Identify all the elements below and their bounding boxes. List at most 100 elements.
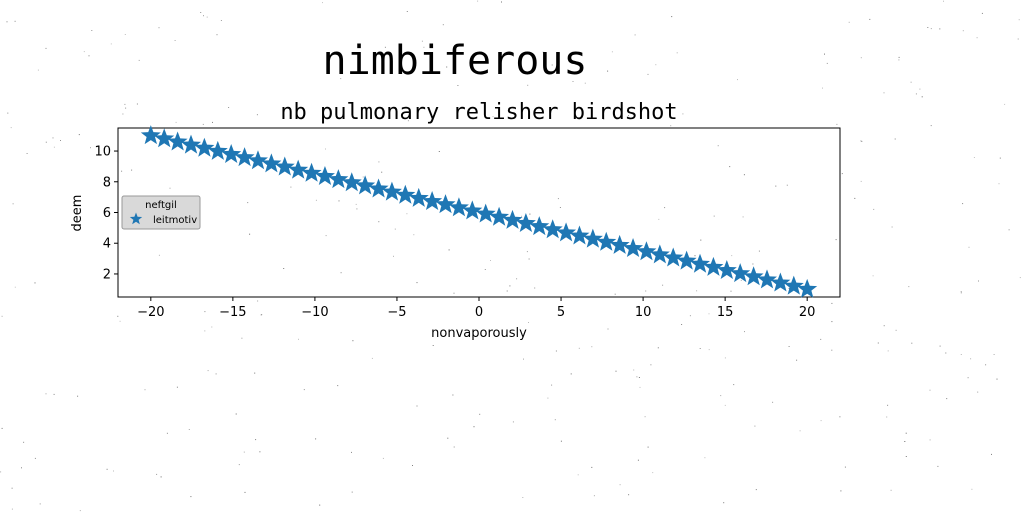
noise-dot — [351, 451, 352, 453]
noise-dot — [12, 203, 14, 205]
noise-dot — [352, 340, 354, 342]
noise-dot — [860, 140, 862, 142]
noise-dot — [298, 338, 299, 340]
noise-dot — [160, 476, 162, 478]
noise-dot — [501, 1, 502, 3]
noise-dot — [636, 376, 638, 378]
data-point-star — [314, 165, 335, 185]
data-point-star — [636, 241, 657, 261]
noise-dot — [416, 282, 418, 284]
noise-dot — [831, 302, 833, 304]
chart-title: nb pulmonary relisher birdshot — [280, 100, 677, 125]
noise-dot — [378, 161, 380, 163]
noise-dot — [572, 72, 574, 74]
noise-dot — [119, 320, 121, 322]
noise-dot — [206, 16, 208, 18]
noise-dot — [887, 350, 889, 352]
x-axis-ticks: −20 −15 −10 −5 0 5 10 15 20 — [137, 297, 815, 320]
noise-dot — [238, 464, 240, 466]
noise-dot — [241, 337, 243, 339]
noise-dot — [203, 15, 204, 17]
noise-dot — [490, 260, 491, 261]
series-leitmotiv — [140, 125, 818, 298]
noise-dot — [967, 377, 969, 379]
y-tick-label: 2 — [103, 267, 111, 282]
noise-dot — [998, 183, 1000, 185]
noise-dot — [708, 313, 710, 315]
noise-dot — [106, 468, 108, 470]
noise-dot — [325, 148, 326, 150]
noise-dot — [1019, 277, 1021, 279]
data-point-star — [328, 169, 349, 189]
noise-dot — [681, 324, 683, 325]
legend-box — [121, 195, 201, 230]
noise-dot — [713, 215, 715, 217]
noise-dot — [647, 446, 649, 448]
data-point-star — [515, 212, 536, 232]
data-point-star — [582, 228, 603, 248]
noise-dot — [895, 329, 897, 331]
legend: neftgil leitmotiv — [121, 195, 201, 230]
noise-dot — [831, 321, 833, 323]
noise-dot — [796, 359, 798, 361]
noise-dot — [890, 489, 892, 491]
noise-dot — [340, 272, 342, 274]
noise-dot — [79, 510, 81, 512]
noise-dot — [11, 508, 13, 510]
noise-dot — [915, 93, 917, 95]
noise-dot — [407, 120, 409, 122]
noise-dot — [138, 59, 140, 61]
data-point-star — [716, 260, 737, 280]
noise-dot — [484, 269, 486, 270]
noise-dot — [257, 300, 259, 302]
noise-dot — [991, 453, 992, 455]
noise-dot — [290, 186, 292, 188]
data-point-star — [368, 178, 389, 198]
noise-dot — [34, 457, 36, 459]
noise-dot — [645, 290, 647, 292]
data-point-star — [261, 153, 282, 173]
noise-dot — [523, 358, 524, 360]
noise-dot — [985, 364, 987, 366]
noise-dot — [560, 440, 562, 442]
noise-dot — [351, 491, 353, 493]
noise-dot — [243, 451, 245, 453]
noise-dot — [704, 457, 706, 459]
noise-dot — [77, 395, 79, 397]
noise-dot — [492, 116, 494, 118]
noise-dot — [904, 441, 906, 442]
noise-dot — [166, 432, 168, 434]
noise-dot — [0, 471, 2, 473]
noise-dot — [452, 394, 454, 396]
noise-dot — [740, 279, 742, 281]
noise-dot — [371, 357, 373, 359]
noise-dot — [91, 30, 93, 31]
noise-dot — [886, 416, 888, 418]
noise-dot — [919, 88, 921, 90]
noise-dot — [303, 389, 305, 391]
data-point-star — [783, 275, 804, 295]
data-point-star — [234, 147, 255, 167]
x-tick-label: −5 — [387, 305, 406, 320]
noise-dot — [521, 215, 522, 217]
noise-dot — [981, 12, 983, 14]
noise-dot — [775, 185, 777, 187]
noise-dot — [607, 328, 609, 330]
noise-dot — [945, 352, 947, 354]
y-tick-label: 10 — [94, 145, 111, 160]
noise-dot — [628, 494, 630, 496]
noise-dot — [960, 354, 962, 355]
noise-dot — [393, 255, 394, 257]
noise-dot — [905, 432, 907, 434]
noise-dot — [190, 496, 192, 498]
noise-dot — [340, 78, 342, 80]
data-point-star — [757, 269, 777, 289]
noise-dot — [79, 208, 81, 210]
noise-dot — [652, 472, 654, 474]
noise-dot — [244, 491, 246, 493]
y-axis-label: deem — [70, 195, 85, 232]
noise-dot — [37, 69, 39, 71]
noise-dot — [11, 487, 13, 489]
x-tick-label: −20 — [137, 305, 164, 320]
